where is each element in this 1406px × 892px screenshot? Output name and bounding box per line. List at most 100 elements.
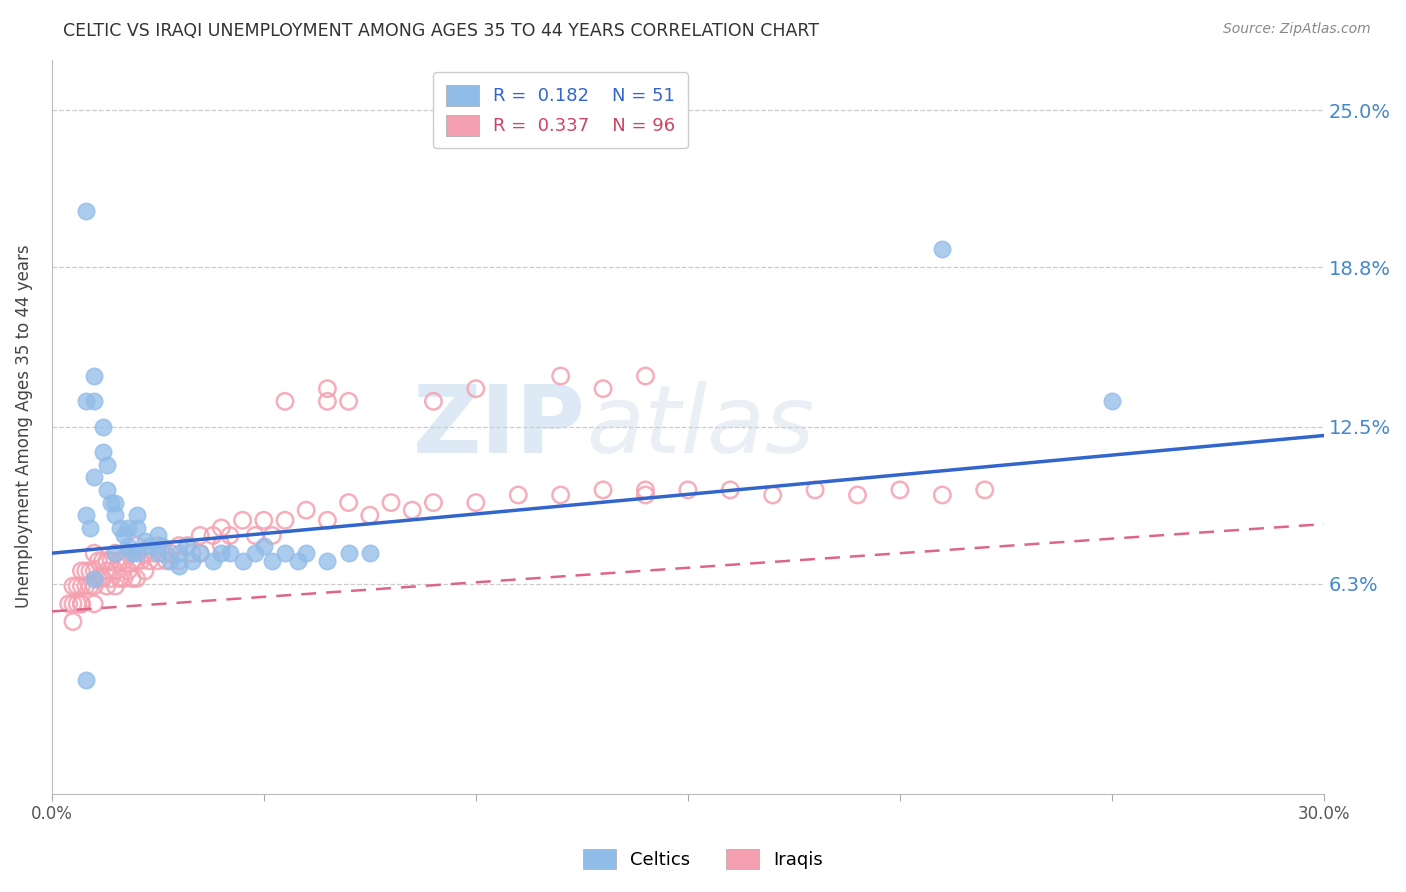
Point (592, 382, 614, 396)
Point (108, 572, 131, 586)
Point (62, 615, 84, 629)
Point (176, 539, 198, 553)
Point (75, 204, 97, 219)
Point (218, 528, 240, 542)
Point (91, 554, 114, 568)
Point (83, 470, 105, 484)
Point (117, 539, 139, 553)
Point (592, 483, 614, 497)
Point (274, 513, 297, 527)
Legend: Celtics, Iraqis: Celtics, Iraqis (574, 839, 832, 879)
Point (146, 554, 169, 568)
Point (180, 554, 202, 568)
Point (316, 394, 339, 409)
Point (134, 546, 156, 560)
Text: atlas: atlas (586, 381, 814, 472)
Point (846, 488, 869, 502)
Point (112, 528, 135, 542)
Point (104, 495, 127, 509)
Point (209, 539, 232, 553)
Point (70, 579, 93, 593)
Point (134, 533, 156, 548)
Point (96, 579, 118, 593)
Point (762, 488, 785, 502)
Point (380, 495, 402, 509)
Point (117, 521, 139, 535)
Point (931, 488, 953, 502)
Text: CELTIC VS IRAQI UNEMPLOYMENT AMONG AGES 35 TO 44 YEARS CORRELATION CHART: CELTIC VS IRAQI UNEMPLOYMENT AMONG AGES … (63, 22, 820, 40)
Point (232, 554, 254, 568)
Point (508, 488, 530, 502)
Point (218, 546, 240, 560)
Point (676, 483, 699, 497)
Point (337, 546, 360, 560)
Point (121, 554, 143, 568)
Point (422, 394, 444, 409)
Point (188, 546, 211, 560)
Y-axis label: Unemployment Among Ages 35 to 44 years: Unemployment Among Ages 35 to 44 years (15, 244, 32, 608)
Point (108, 554, 131, 568)
Point (1101, 394, 1123, 409)
Point (146, 546, 169, 560)
Point (232, 513, 254, 527)
Point (422, 495, 444, 509)
Point (96, 554, 118, 568)
Point (188, 546, 211, 560)
Point (718, 483, 741, 497)
Point (150, 539, 173, 553)
Point (91, 419, 114, 434)
Point (83, 579, 105, 593)
Point (83, 369, 105, 384)
Point (973, 483, 995, 497)
Point (167, 539, 190, 553)
Point (75, 508, 97, 523)
Point (359, 508, 381, 523)
Point (159, 546, 181, 560)
Point (142, 546, 165, 560)
Point (83, 597, 105, 611)
Point (176, 539, 198, 553)
Point (253, 539, 276, 553)
Point (104, 546, 127, 560)
Point (125, 508, 148, 523)
Point (62, 597, 84, 611)
Point (134, 564, 156, 578)
Point (96, 564, 118, 578)
Point (87, 554, 110, 568)
Point (634, 369, 657, 384)
Text: ZIP: ZIP (413, 381, 586, 473)
Point (58, 597, 80, 611)
Point (201, 554, 224, 568)
Point (125, 572, 148, 586)
Point (138, 554, 160, 568)
Point (104, 579, 127, 593)
Point (62, 579, 84, 593)
Point (83, 394, 105, 409)
Point (337, 394, 360, 409)
Point (75, 394, 97, 409)
Point (150, 546, 173, 560)
Point (550, 369, 572, 384)
Point (209, 521, 232, 535)
Point (889, 483, 911, 497)
Point (316, 554, 339, 568)
Point (253, 513, 276, 527)
Point (295, 546, 318, 560)
Point (75, 564, 97, 578)
Point (66, 579, 89, 593)
Point (316, 513, 339, 527)
Point (245, 528, 267, 542)
Point (125, 521, 148, 535)
Point (295, 503, 318, 517)
Point (66, 597, 89, 611)
Point (121, 546, 143, 560)
Point (108, 521, 131, 535)
Point (83, 572, 105, 586)
Point (359, 546, 381, 560)
Point (121, 572, 143, 586)
Point (79, 579, 101, 593)
Point (100, 554, 122, 568)
Point (167, 558, 190, 573)
Point (146, 539, 169, 553)
Point (96, 483, 118, 497)
